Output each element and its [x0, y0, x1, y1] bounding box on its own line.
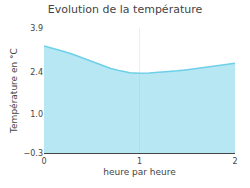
svg-text:0: 0 [41, 157, 46, 166]
svg-text:−0.3: −0.3 [24, 149, 43, 158]
svg-text:1.0: 1.0 [30, 110, 43, 119]
svg-text:Température en °C: Température en °C [9, 48, 19, 134]
svg-text:Evolution de la température: Evolution de la température [48, 3, 203, 16]
svg-text:3.9: 3.9 [30, 24, 43, 33]
svg-text:heure par heure: heure par heure [103, 167, 176, 177]
svg-text:2: 2 [232, 157, 237, 166]
svg-text:2.4: 2.4 [30, 68, 43, 77]
svg-text:1: 1 [137, 157, 142, 166]
